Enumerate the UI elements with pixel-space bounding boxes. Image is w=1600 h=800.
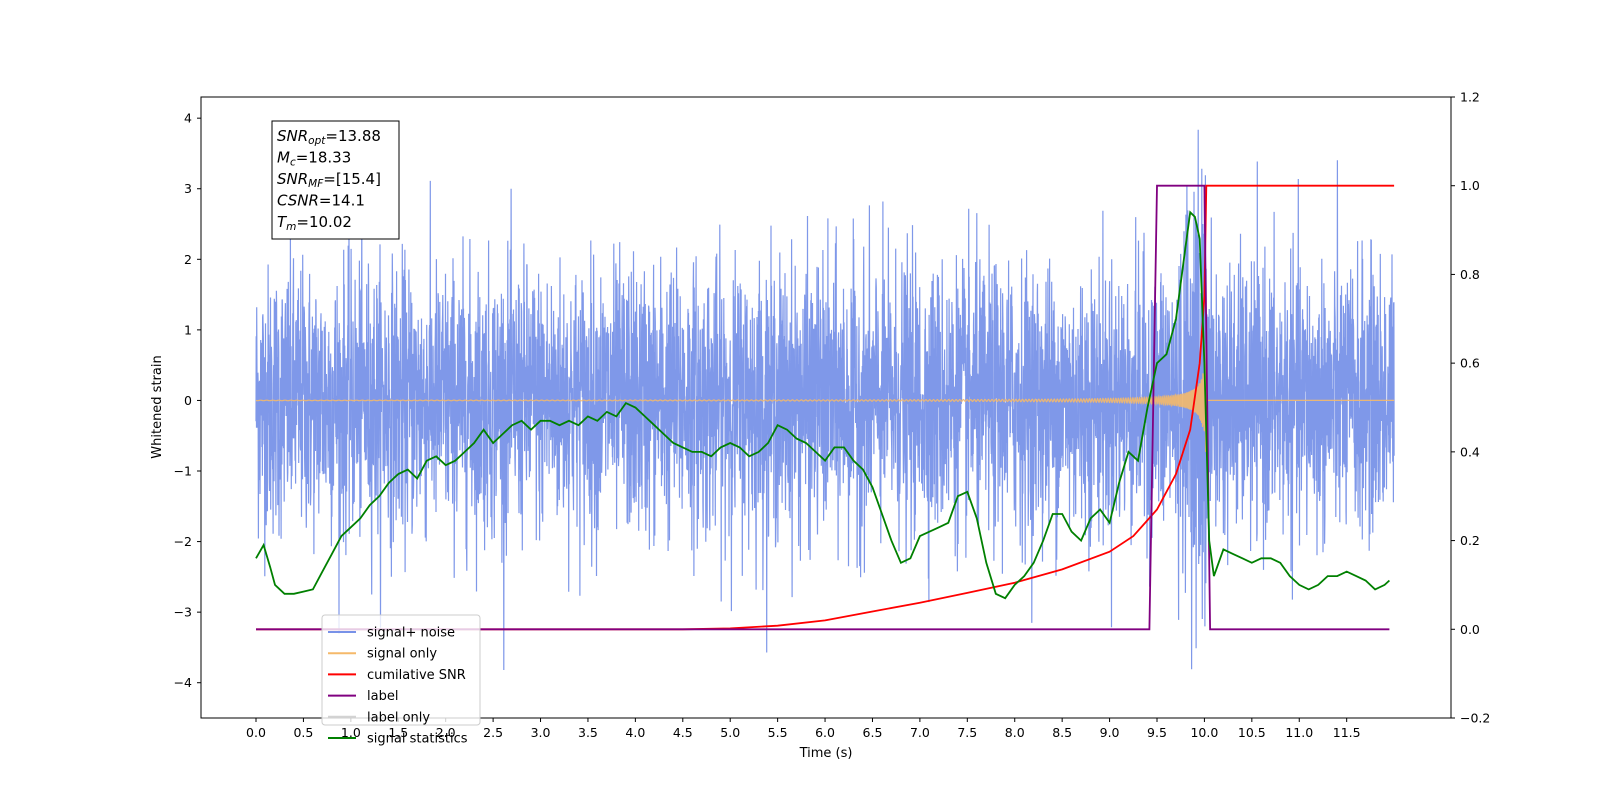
x-tick-label: 5.5: [768, 725, 788, 740]
annotation-symbol: M: [277, 149, 290, 167]
annotation-line: CSNR=14.1: [277, 192, 365, 210]
legend-label: signal only: [367, 647, 437, 662]
y-axis-left-label: Whitened strain: [150, 355, 165, 458]
annotation-symbol: T: [277, 213, 288, 231]
y-right-tick-label: 0.4: [1460, 444, 1480, 459]
x-tick-label: 7.0: [910, 725, 930, 740]
series-signal-statistics: [255, 210, 1391, 600]
series-layer: [255, 129, 1395, 671]
legend-label: label: [367, 689, 398, 704]
annotation-subscript: MF: [308, 178, 324, 190]
x-tick-label: 3.0: [531, 725, 551, 740]
x-axis-label: Time (s): [799, 746, 853, 761]
legend: signal+ noise signal only cumilative SNR la…: [321, 614, 481, 747]
series-cumulative-snr: [256, 184, 1395, 631]
annotation-value: =14.1: [319, 192, 365, 210]
annotation-subscript: m: [286, 221, 296, 233]
y-axis-left: 4 3 2 1 0 −1 −2 −3 −4: [174, 111, 201, 690]
annotation-line: Tm=10.02: [277, 213, 352, 233]
y-left-tick-label: −4: [174, 675, 192, 690]
annotation-subscript: opt: [308, 135, 326, 147]
annotation-value: =18.33: [296, 149, 352, 167]
annotation-symbol: CSNR: [277, 192, 319, 210]
legend-frame: [321, 614, 481, 726]
x-tick-label: 8.5: [1052, 725, 1072, 740]
legend-label: signal statistics: [367, 732, 468, 747]
series-label: [256, 184, 1390, 631]
y-left-tick-label: 2: [184, 252, 192, 267]
annotation-value: =13.88: [325, 127, 381, 145]
annotation-value: =10.02: [296, 213, 352, 231]
x-tick-label: 2.0: [436, 725, 456, 740]
x-tick-label: 1.0: [341, 725, 361, 740]
x-tick-label: 6.5: [863, 725, 883, 740]
y-left-tick-label: 0: [184, 393, 192, 408]
y-right-tick-label: 0.8: [1460, 267, 1480, 282]
x-tick-label: 0.0: [246, 725, 266, 740]
legend-label: label only: [367, 710, 430, 725]
y-right-tick-label: 0.6: [1460, 356, 1480, 371]
y-right-tick-label: 1.2: [1460, 90, 1480, 105]
x-tick-label: 0.5: [293, 725, 313, 740]
y-left-tick-label: −3: [174, 605, 192, 620]
x-tick-label: 1.5: [388, 725, 408, 740]
x-tick-label: 6.0: [815, 725, 835, 740]
x-tick-label: 7.5: [957, 725, 977, 740]
plot-frame: [200, 96, 1452, 719]
y-left-tick-label: 4: [184, 111, 192, 126]
annotation-symbol: SNR: [277, 127, 308, 145]
y-left-tick-label: −1: [174, 464, 192, 479]
annotation-line: Mc=18.33: [277, 149, 351, 169]
x-tick-label: 4.5: [673, 725, 693, 740]
x-axis: 0.0 0.5 1.0 1.5 2.0 2.5 3.0 3.5 4.0 4.5 5.0 5.5 6.0 6…: [246, 718, 1361, 740]
y-right-tick-label: 0.0: [1460, 622, 1480, 637]
x-tick-label: 10.5: [1238, 725, 1266, 740]
x-tick-label: 11.5: [1333, 725, 1361, 740]
annotation-value: =[15.4]: [323, 170, 381, 188]
x-tick-label: 3.5: [578, 725, 598, 740]
y-right-tick-label: 1.0: [1460, 178, 1480, 193]
annotation-frame: [271, 120, 400, 240]
annotation-line: SNRopt=13.88: [277, 127, 381, 147]
y-left-tick-label: 3: [184, 181, 192, 196]
x-tick-label: 8.0: [1005, 725, 1025, 740]
y-left-tick-label: 1: [184, 322, 192, 337]
annotation-box: SNRopt=13.88Mc=18.33SNRMF=[15.4]CSNR=14.…: [271, 120, 400, 240]
x-tick-label: 5.0: [720, 725, 740, 740]
x-tick-label: 9.5: [1147, 725, 1167, 740]
y-left-tick-label: −2: [174, 534, 192, 549]
x-tick-label: 4.0: [625, 725, 645, 740]
x-tick-label: 2.5: [483, 725, 503, 740]
legend-label: cumilative SNR: [367, 668, 466, 683]
annotation-symbol: SNR: [277, 170, 308, 188]
x-tick-label: 9.0: [1100, 725, 1120, 740]
x-tick-label: 10.0: [1190, 725, 1218, 740]
legend-label: signal+ noise: [367, 626, 455, 641]
annotation-line: SNRMF=[15.4]: [277, 170, 381, 190]
y-axis-right: 1.2 1.0 0.8 0.6 0.4 0.2 0.0 −0.2: [1451, 90, 1490, 726]
y-right-tick-label: 0.2: [1460, 533, 1480, 548]
annotation-subscript: c: [290, 157, 296, 169]
y-right-tick-label: −0.2: [1460, 711, 1490, 726]
x-tick-label: 11.0: [1285, 725, 1313, 740]
